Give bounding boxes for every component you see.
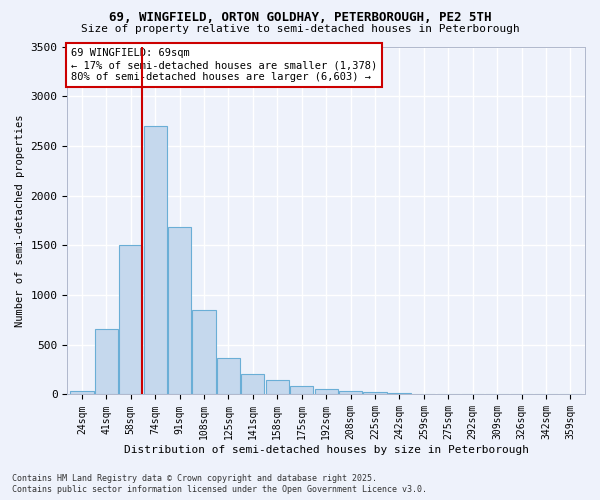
Bar [168,228,191,394]
Bar [241,374,265,394]
Bar [266,380,289,394]
Text: Contains HM Land Registry data © Crown copyright and database right 2025.
Contai: Contains HM Land Registry data © Crown c… [12,474,427,494]
Bar [364,392,386,394]
X-axis label: Distribution of semi-detached houses by size in Peterborough: Distribution of semi-detached houses by … [124,445,529,455]
Text: 69, WINGFIELD, ORTON GOLDHAY, PETERBOROUGH, PE2 5TH: 69, WINGFIELD, ORTON GOLDHAY, PETERBOROU… [109,11,491,24]
Text: Size of property relative to semi-detached houses in Peterborough: Size of property relative to semi-detach… [80,24,520,34]
Text: 69 WINGFIELD: 69sqm
← 17% of semi-detached houses are smaller (1,378)
80% of sem: 69 WINGFIELD: 69sqm ← 17% of semi-detach… [71,48,377,82]
Bar [314,389,338,394]
Bar [119,246,142,394]
Bar [339,392,362,394]
Y-axis label: Number of semi-detached properties: Number of semi-detached properties [15,114,25,326]
Bar [217,358,240,395]
Bar [95,329,118,394]
Bar [193,310,215,394]
Bar [70,391,94,394]
Bar [143,126,167,394]
Bar [290,386,313,394]
